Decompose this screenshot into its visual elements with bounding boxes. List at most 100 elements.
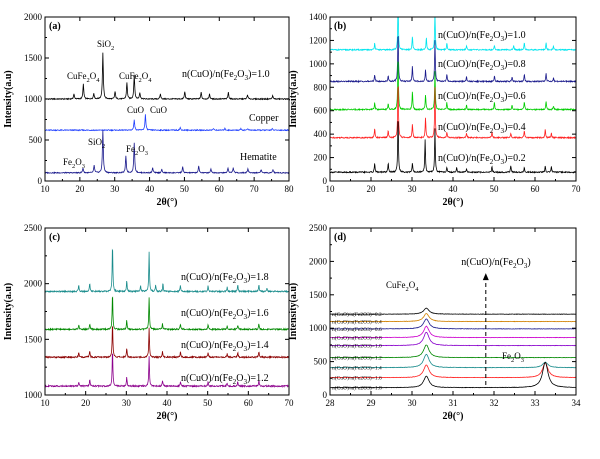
y-tick-label: 2000 [24,12,43,22]
y-tick-label: 800 [314,82,328,92]
legend-label: Hematite [240,152,277,163]
y-tick-label: 1500 [24,53,43,63]
x-tick-label: 10 [326,184,336,194]
x-tick-label: 30 [122,398,132,408]
y-tick-label: 1000 [24,94,43,104]
panel-a: 10 20 30 40 50 60 70 80 0 500 1000 1500 2000 2θ(°) Int… [3,12,294,208]
panel-tag: (b) [334,21,346,32]
y-tick-label: 2000 [309,256,328,266]
legend-label: Copper [249,113,279,124]
series-3 [45,130,289,175]
series-5 [330,121,576,175]
panel-d: 28 29 30 31 32 33 34 0 500 1000 1500 2000 2500 2θ(°) I… [288,223,581,422]
x-tick-label: 80 [285,184,295,194]
y-tick-label: 1000 [309,323,328,333]
y-tick-label: 500 [29,135,43,145]
series-3 [330,318,576,330]
series-3 [45,326,289,360]
x-tick-label: 50 [490,184,500,194]
y-tick-label: 1400 [309,12,328,22]
peak-annotation: SiO2 [88,137,105,150]
panel-tag: (a) [49,21,61,32]
peak-annotation: Fe2O3 [63,157,85,170]
legend-label: n(CuO)/n(Fe2O3)=0.2 [438,153,526,166]
x-tick-label: 20 [75,184,85,194]
series-6 [330,344,576,359]
series-label: n(CuO)/n(Fe2O3)=0.8 [332,335,382,342]
series-5 [330,331,576,347]
peak-annotation: CuFe2O4 [386,280,419,293]
y-axis-title: Intensity(a.u) [288,283,299,341]
y-tick-label: 500 [314,357,328,367]
y-axis-title: Intensity(a.u) [3,70,14,128]
legend-label: n(CuO)/n(Fe2O3)=0.8 [438,59,526,72]
series-2 [330,313,576,323]
series-4 [45,353,289,389]
y-tick-label: 1000 [309,59,328,69]
x-tick-label: 60 [531,184,541,194]
y-tick-label: 400 [314,129,328,139]
peak-annotation: CuFe2O4 [67,71,100,84]
legend-label: n(CuO)/n(Fe2O3)=1.2 [181,373,269,386]
y-axis-title: Intensity(a.u) [3,283,14,341]
x-tick-label: 60 [215,184,225,194]
legend-label: n(CuO)/n(Fe2O3)=1.8 [181,272,269,285]
series-7 [330,353,576,369]
legend-label: n(CuO)/n(Fe2O3)=0.6 [438,91,526,104]
x-tick-label: 30 [110,184,120,194]
series-1 [45,248,289,294]
y-tick-label: 1500 [309,290,328,300]
series-label: n(CuO)/n(Fe2O3)=1.0 [332,343,382,350]
x-tick-label: 32 [490,398,499,408]
y-tick-label: 0 [323,176,328,186]
x-tick-label: 30 [408,398,418,408]
x-axis-title: 2θ(°) [157,197,178,208]
x-tick-label: 40 [163,398,173,408]
panel-tag: (d) [334,232,346,243]
panel-tag: (c) [49,232,60,243]
x-tick-label: 50 [203,398,213,408]
peak-annotation: CuO [127,105,145,115]
x-tick-label: 10 [41,184,51,194]
series-label: n(CuO)/n(Fe2O3)=0.2 [332,311,382,318]
series-2 [45,114,289,132]
y-tick-label: 200 [314,153,328,163]
peak-annotation: CuO [150,105,168,115]
x-axis-title: 2θ(°) [443,411,464,422]
trend-arrow-head [482,273,489,281]
series-4 [330,85,576,140]
y-axis-title: Intensity(a.u) [288,70,299,128]
series-label: n(CuO)/n(Fe2O3)=1.2 [332,355,382,362]
series-label: n(CuO)/n(Fe2O3)=0.4 [332,319,382,326]
y-tick-label: 2500 [309,223,328,233]
x-tick-label: 29 [367,398,377,408]
y-tick-label: 2500 [24,223,43,233]
y-tick-label: 1000 [24,390,43,400]
x-tick-label: 34 [572,398,582,408]
legend-label: n(CuO)/n(Fe2O3)=1.6 [181,308,269,321]
series-label: n(CuO)/n(Fe2O3)=1.8 [332,385,382,392]
x-tick-label: 70 [572,184,582,194]
y-tick-label: 1500 [24,334,43,344]
x-tick-label: 50 [180,184,190,194]
legend-label: n(CuO)/n(Fe2O3) [461,257,530,270]
series-label: n(CuO)/n(Fe2O3)=1.4 [332,365,382,372]
x-tick-label: 31 [449,398,458,408]
x-axis-title: 2θ(°) [443,197,464,208]
x-axis-title: 2θ(°) [157,411,178,422]
peak-annotation: SiO2 [97,39,114,52]
series-8 [330,362,576,379]
y-tick-label: 600 [314,106,328,116]
series-2 [45,296,289,332]
x-tick-label: 60 [244,398,254,408]
legend-label: n(CuO)/n(Fe2O3)=1.0 [438,30,526,43]
y-tick-label: 0 [323,390,328,400]
legend-label: n(CuO)/n(Fe2O3)=0.4 [438,122,526,135]
x-tick-label: 28 [326,398,336,408]
series-3 [330,61,576,112]
peak-annotation: Fe2O3 [502,351,524,364]
series-1 [330,307,576,315]
y-tick-label: 1200 [309,35,328,45]
peak-annotation: Fe2O3 [126,144,148,157]
